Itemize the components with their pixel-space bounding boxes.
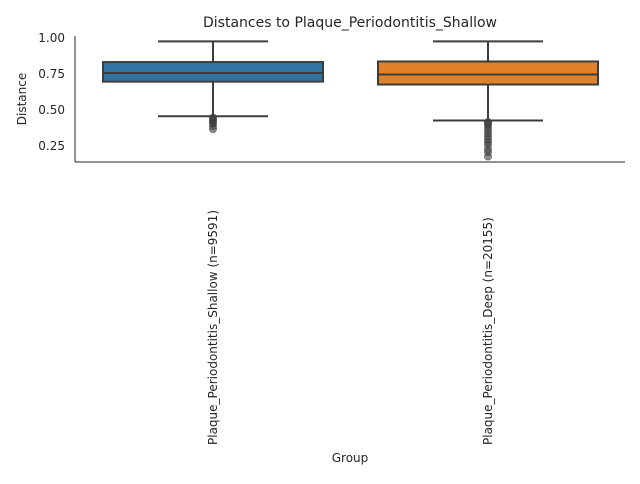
x-tick-label: Plaque_Periodontitis_Shallow (n=9591) (206, 210, 220, 445)
chart-title: Distances to Plaque_Periodontitis_Shallo… (203, 15, 497, 31)
y-axis-label: Distance (15, 73, 29, 125)
y-tick-label: 0.75 (38, 67, 65, 81)
y-tick-label: 1.00 (38, 31, 65, 45)
box (102, 61, 324, 83)
x-tick-label: Plaque_Periodontitis_Deep (n=20155) (481, 217, 495, 445)
outlier-point (484, 152, 492, 161)
box (377, 60, 599, 86)
outlier-point (209, 125, 217, 134)
x-axis-label: Group (332, 451, 369, 465)
y-tick-label: 0.50 (38, 103, 65, 117)
y-tick-label: 0.25 (38, 139, 65, 153)
